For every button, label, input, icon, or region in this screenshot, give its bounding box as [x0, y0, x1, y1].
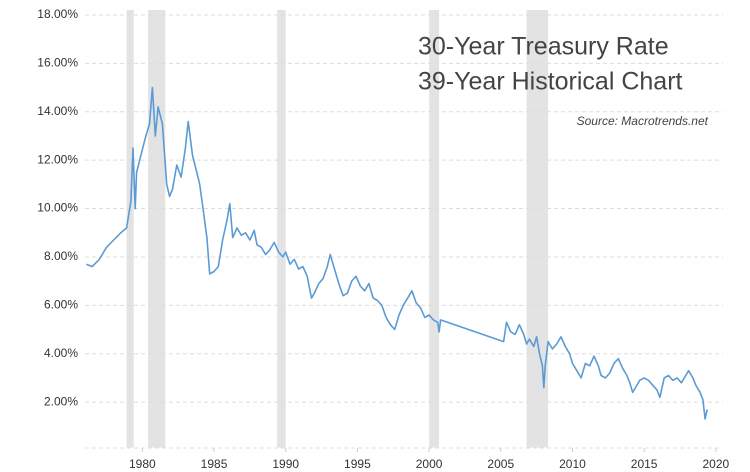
- x-tick-label: 2000: [416, 457, 443, 471]
- x-tick-label: 2020: [702, 457, 729, 471]
- x-tick-label: 1980: [129, 457, 156, 471]
- x-tick-label: 2010: [559, 457, 586, 471]
- x-tick-label: 1985: [201, 457, 228, 471]
- x-tick-label: 1990: [272, 457, 299, 471]
- x-tick-label: 1995: [344, 457, 371, 471]
- shaded-band: [277, 10, 286, 448]
- shaded-band: [148, 10, 166, 448]
- line-series: [86, 86, 708, 420]
- y-tick-label: 6.00%: [44, 298, 78, 312]
- x-tick-label: 2015: [631, 457, 658, 471]
- shaded-band: [429, 10, 440, 448]
- y-tick-label: 2.00%: [44, 394, 78, 408]
- shaded-band: [126, 10, 134, 448]
- y-tick-label: 8.00%: [44, 249, 78, 263]
- y-tick-label: 16.00%: [37, 56, 78, 70]
- chart-title: 30-Year Treasury Rate: [418, 33, 669, 61]
- chart-subtitle: 39-Year Historical Chart: [418, 68, 683, 96]
- x-tick-label: 2005: [487, 457, 514, 471]
- y-tick-label: 14.00%: [37, 104, 78, 118]
- y-tick-label: 12.00%: [37, 152, 78, 166]
- shaded-band: [526, 10, 549, 448]
- source: Source: Macrotrends.net: [577, 114, 709, 128]
- y-tick-label: 4.00%: [44, 346, 78, 360]
- y-tick-label: 10.00%: [37, 201, 78, 215]
- y-tick-label: 18.00%: [37, 7, 78, 21]
